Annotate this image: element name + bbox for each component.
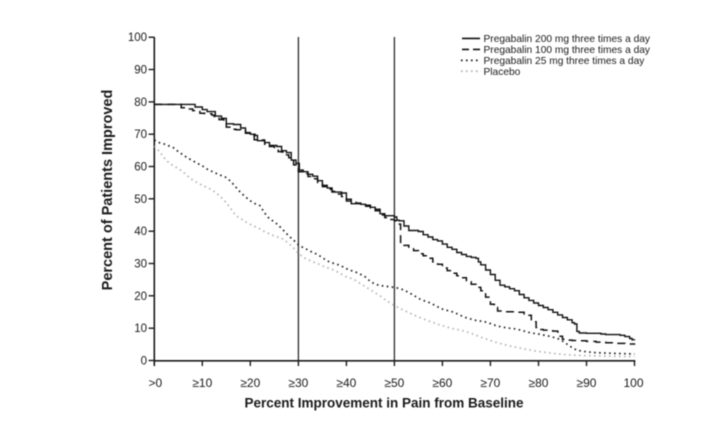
svg-text:30: 30 <box>134 259 147 271</box>
svg-text:10: 10 <box>134 323 147 335</box>
svg-text:Percent Improvement in Pain fr: Percent Improvement in Pain from Baselin… <box>244 396 524 411</box>
svg-text:20: 20 <box>134 291 147 303</box>
svg-text:Pregabalin 200 mg three times: Pregabalin 200 mg three times a day <box>484 34 651 45</box>
svg-text:≥40: ≥40 <box>336 376 356 390</box>
svg-text:≥90: ≥90 <box>577 376 597 390</box>
svg-text:≥70: ≥70 <box>480 376 500 390</box>
svg-text:90: 90 <box>134 65 147 77</box>
svg-text:100: 100 <box>128 32 147 44</box>
svg-text:Pregabalin 25 mg three times a: Pregabalin 25 mg three times a day <box>484 56 646 67</box>
svg-text:>0: >0 <box>148 376 162 390</box>
svg-text:Percent of Patients Improved: Percent of Patients Improved <box>100 90 116 291</box>
svg-text:Placebo: Placebo <box>484 67 521 78</box>
svg-text:70: 70 <box>134 129 147 141</box>
svg-text:40: 40 <box>134 226 147 238</box>
svg-text:50: 50 <box>134 194 147 206</box>
svg-text:≥50: ≥50 <box>384 376 404 390</box>
svg-text:≥30: ≥30 <box>288 376 308 390</box>
svg-text:≥10: ≥10 <box>192 376 212 390</box>
svg-text:100: 100 <box>623 376 643 390</box>
svg-text:0: 0 <box>141 356 147 368</box>
svg-text:≥20: ≥20 <box>240 376 260 390</box>
svg-text:≥80: ≥80 <box>529 376 549 390</box>
svg-text:Pregabalin 100 mg three times: Pregabalin 100 mg three times a day <box>484 45 651 56</box>
svg-text:≥60: ≥60 <box>432 376 452 390</box>
svg-text:80: 80 <box>134 97 147 109</box>
svg-text:60: 60 <box>134 162 147 174</box>
